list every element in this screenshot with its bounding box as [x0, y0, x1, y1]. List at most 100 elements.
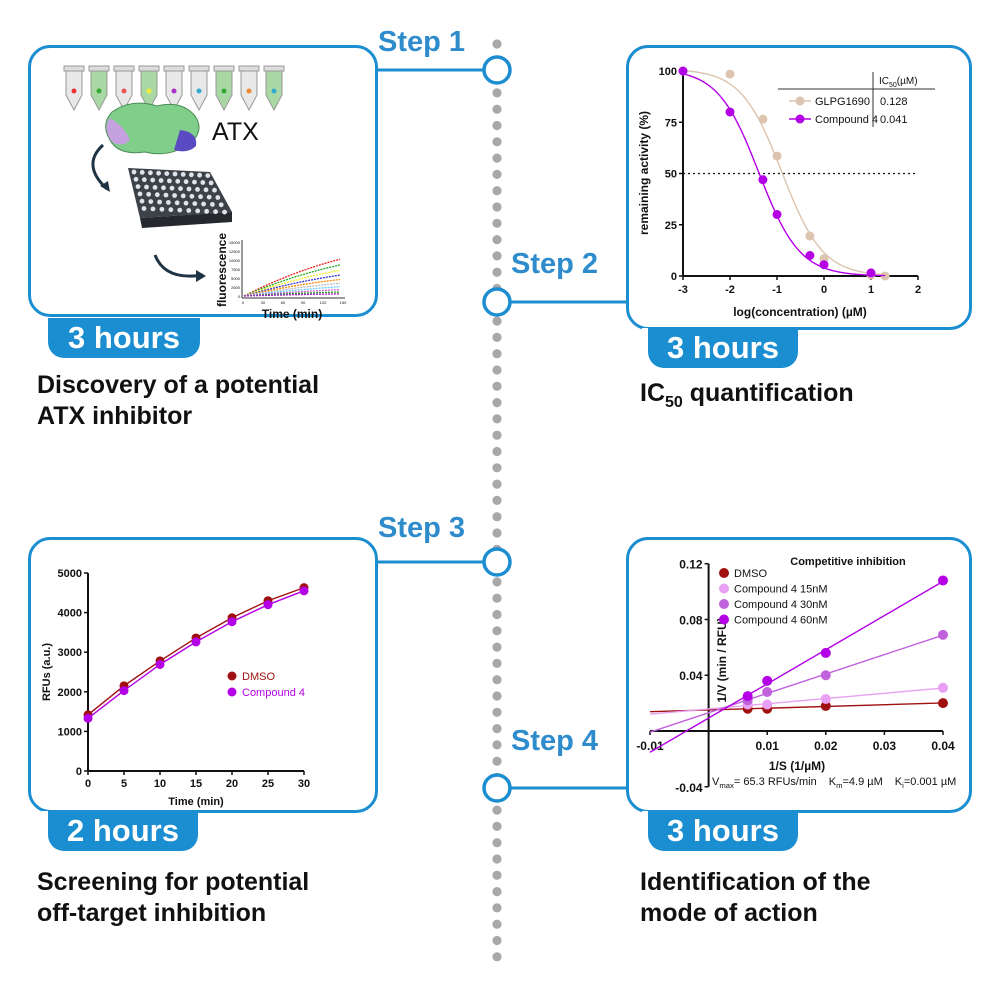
timeline-dot	[492, 919, 502, 929]
mini-chart-xtick: 30	[261, 300, 266, 305]
lb-y-tick-label: 0.04	[679, 669, 703, 683]
mini-chart-ytick: 7500	[231, 267, 241, 272]
microtube-cap-icon	[238, 65, 260, 72]
mini-chart-ytick: 0	[238, 294, 241, 299]
step4-timeline-node	[482, 773, 512, 803]
timeline-dot	[492, 724, 502, 734]
offtarget-y-tick-label: 5000	[58, 568, 82, 580]
microtube-cap-icon	[63, 65, 85, 72]
timeline-dot	[492, 381, 502, 391]
mini-chart-ytick: 5000	[231, 276, 241, 281]
ic50-y-tick-label: 75	[665, 117, 677, 129]
ic50-y-tick-label: 0	[671, 271, 677, 283]
offtarget-data-point	[191, 637, 201, 647]
step3-timeline-node	[482, 547, 512, 577]
lb-y-tick-label: -0.04	[675, 781, 703, 795]
ic50-y-tick-label: 100	[659, 66, 677, 78]
well-icon	[139, 198, 145, 204]
lb-legend-label: Compound 4 60nM	[734, 615, 828, 627]
offtarget-x-tick-label: 15	[190, 778, 202, 790]
offtarget-data-point	[227, 617, 237, 627]
ic50-legend-label: GLPG1690	[815, 96, 870, 108]
offtarget-data-point	[119, 686, 129, 696]
mini-chart-xtick: 0	[242, 300, 245, 305]
well-icon	[172, 193, 178, 198]
offtarget-x-tick-label: 10	[154, 778, 166, 790]
ic50-x-tick-label: 2	[915, 284, 921, 296]
well-icon	[192, 179, 197, 185]
lb-legend-label: Compound 4 15nM	[734, 584, 828, 596]
well-icon	[201, 201, 207, 207]
ic50-x-tick-label: -1	[772, 284, 782, 296]
well-icon	[200, 180, 206, 185]
lb-data-point	[820, 670, 831, 681]
microtube-cap-icon	[188, 65, 210, 72]
step1-timeline-node	[482, 55, 512, 85]
timeline-dot	[492, 740, 502, 750]
microtube-cap-icon	[163, 65, 185, 72]
mini-chart-xtick: 90	[301, 300, 306, 305]
step2-caption: IC50 quantification	[640, 378, 854, 418]
well-icon	[148, 199, 154, 205]
well-icon	[148, 170, 153, 176]
timeline-dot	[492, 838, 502, 848]
timeline-dot	[492, 935, 502, 946]
mini-chart-series	[243, 258, 341, 297]
offtarget-data-point	[263, 600, 273, 610]
atx-protein-domain-icon	[106, 118, 130, 145]
offtarget-legend-label: Compound 4	[242, 687, 305, 699]
timeline-dot	[492, 642, 502, 652]
lb-legend-label: Compound 4 30nM	[734, 599, 828, 611]
well-icon	[180, 172, 186, 177]
ic50-y-tick-label: 25	[665, 220, 677, 232]
step4-caption: Identification of the mode of action	[640, 867, 871, 929]
lb-data-point	[938, 629, 948, 640]
well-icon	[183, 179, 189, 185]
timeline-dot	[492, 251, 502, 261]
ic50-legend-marker	[795, 96, 805, 106]
timeline-dot	[492, 691, 502, 701]
lb-data-point	[938, 682, 948, 693]
lb-data-point	[938, 575, 948, 586]
lb-data-point	[820, 647, 831, 658]
lb-x-tick-label: 0.04	[931, 739, 955, 753]
timeline-dot	[492, 446, 502, 457]
atx-label: ATX	[212, 118, 259, 146]
ic50-x-tick-label: 1	[868, 284, 874, 296]
lb-title: Competitive inhibition	[790, 556, 906, 568]
arrow-icon	[91, 143, 109, 191]
well-icon	[215, 195, 221, 200]
step2-timeline-node	[482, 287, 512, 317]
well-icon	[195, 208, 201, 214]
ic50-table-header: IC50(µM)	[879, 76, 918, 89]
timeline-dot	[492, 609, 502, 620]
timeline-dot	[492, 365, 502, 375]
timeline-dot	[492, 512, 502, 522]
timeline-dot	[492, 870, 502, 880]
timeline-dot	[492, 675, 502, 685]
timeline-dot	[492, 952, 502, 962]
well-icon	[198, 194, 203, 200]
arrowhead-icon	[196, 270, 206, 282]
timeline-dot	[492, 186, 502, 196]
compound-dot-icon	[146, 88, 152, 94]
ic50-data-point	[772, 151, 782, 161]
well-icon	[189, 193, 195, 199]
ic50-y-tick-label: 50	[665, 169, 677, 181]
well-icon	[137, 191, 143, 197]
mini-chart-ytick: 15000	[229, 240, 241, 245]
well-icon	[212, 187, 217, 193]
well-icon	[180, 193, 186, 199]
offtarget-y-tick-label: 0	[76, 766, 82, 778]
ic50-data-point	[678, 66, 688, 76]
well-icon	[204, 208, 210, 214]
lb-x-tick-label: 0.01	[756, 739, 780, 753]
ic50-fit-curve	[682, 69, 886, 276]
well-icon	[135, 184, 141, 190]
timeline-dot	[492, 821, 502, 832]
step3-caption: Screening for potential off-target inhib…	[37, 867, 309, 929]
step2-label: Step 2	[511, 248, 599, 280]
well-icon	[192, 201, 198, 207]
step3-label: Step 3	[378, 512, 466, 544]
